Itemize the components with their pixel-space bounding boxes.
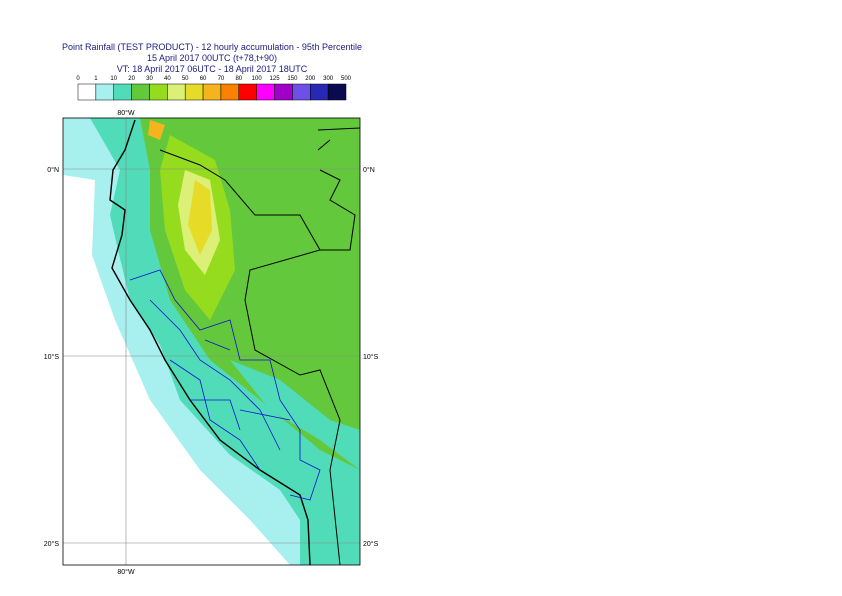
rain-band xyxy=(148,120,165,140)
legend-swatch xyxy=(202,83,222,101)
grid-label: 80°W xyxy=(117,568,135,576)
legend-label: 20 xyxy=(128,76,135,82)
country-border xyxy=(159,127,360,565)
legend-label: 300 xyxy=(323,76,334,82)
grid-label: 80°W xyxy=(117,109,135,117)
legend-label: 0 xyxy=(76,76,80,82)
legend-label: 150 xyxy=(287,76,298,82)
legend-label: 1 xyxy=(94,76,98,82)
grid-label: 0°N xyxy=(363,166,375,174)
legend-label: 30 xyxy=(146,76,153,82)
legend-label: 60 xyxy=(200,76,207,82)
legend-label: 50 xyxy=(182,76,189,82)
rain-band xyxy=(188,180,212,255)
map-frame xyxy=(62,117,361,566)
legend-swatch xyxy=(292,83,311,101)
legend-swatch xyxy=(167,83,186,101)
title-line: Point Rainfall (TEST PRODUCT) - 12 hourl… xyxy=(62,42,362,52)
legend-swatch xyxy=(310,83,329,101)
title-line: VT: 18 April 2017 06UTC - 18 April 2017 … xyxy=(117,64,308,74)
legend-label: 70 xyxy=(218,76,225,82)
legend-label: 100 xyxy=(252,76,263,82)
legend-label: 125 xyxy=(270,76,281,82)
region-border xyxy=(129,269,321,501)
legend-swatch xyxy=(274,83,293,101)
legend-swatch xyxy=(113,83,132,101)
grid-label: 10°S xyxy=(44,353,60,361)
legend-swatch xyxy=(95,83,114,101)
grid-label: 0°N xyxy=(47,166,59,174)
legend-label: 80 xyxy=(235,76,242,82)
legend-swatch xyxy=(327,83,347,101)
grid-label: 20°S xyxy=(363,540,379,548)
legend-label: 40 xyxy=(164,76,171,82)
rain-band xyxy=(230,360,360,470)
legend-swatch xyxy=(256,83,275,101)
legend-swatch xyxy=(220,83,240,101)
legend-swatch xyxy=(184,83,204,101)
grid-label: 10°S xyxy=(363,353,379,361)
legend-swatch xyxy=(149,83,168,101)
grid-label: 20°S xyxy=(44,540,60,548)
map: 80°W 80°W 0°N 10°S 20°S 0°N 10°S 20°S xyxy=(44,109,379,576)
legend-label: 500 xyxy=(341,76,352,82)
legend-label: 10 xyxy=(110,76,117,82)
coastline xyxy=(109,119,311,565)
legend-swatch xyxy=(131,83,150,101)
legend-swatch xyxy=(238,83,257,101)
title-line: 15 April 2017 00UTC (t+78,t+90) xyxy=(147,53,277,63)
legend-label: 200 xyxy=(305,76,316,82)
legend-swatch xyxy=(77,83,97,101)
